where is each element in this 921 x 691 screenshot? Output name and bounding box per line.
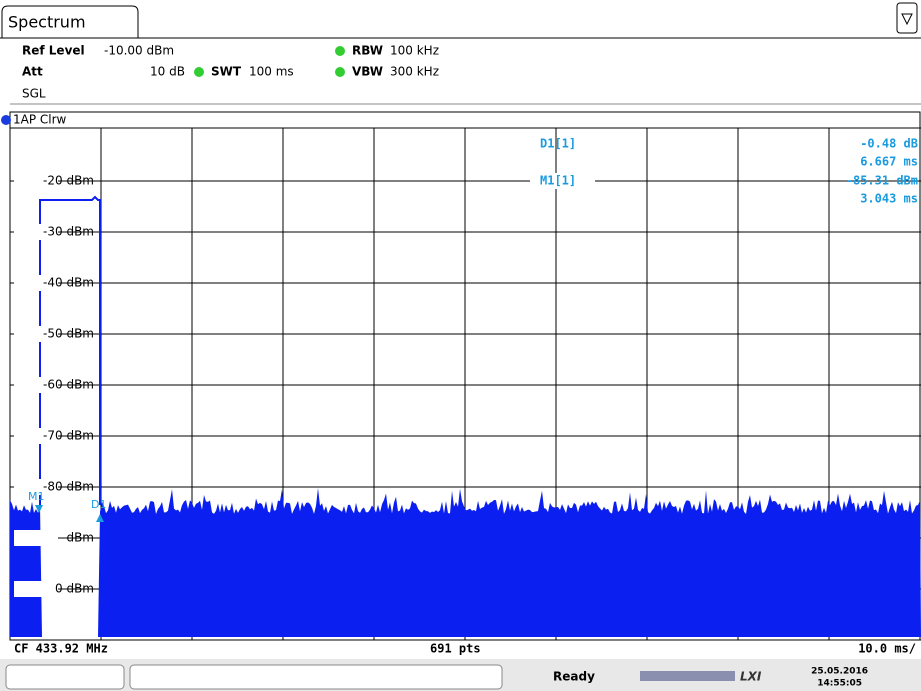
y-label: -60 dBm bbox=[43, 378, 94, 392]
status-dot bbox=[335, 67, 345, 77]
menu-icon bbox=[901, 13, 913, 26]
marker-name: M1[1] bbox=[540, 174, 576, 188]
progress-bar bbox=[640, 671, 735, 681]
pulse-trace bbox=[39, 195, 101, 505]
label-bg bbox=[14, 224, 58, 240]
time: 14:55:05 bbox=[817, 679, 862, 689]
center-freq: CF 433.92 MHz bbox=[14, 642, 108, 656]
trace-dot bbox=[1, 115, 11, 125]
swt: 100 ms bbox=[249, 65, 294, 79]
mode: SGL bbox=[22, 87, 46, 101]
marker-level: -85.31 dBm bbox=[846, 174, 918, 188]
y-label: dBm bbox=[66, 531, 94, 545]
marker-tag: M1 bbox=[28, 490, 45, 503]
label-bg bbox=[14, 377, 58, 393]
trace-label: 1AP Clrw bbox=[13, 113, 67, 127]
points: 691 pts bbox=[430, 642, 481, 656]
y-label: 0 dBm bbox=[55, 582, 94, 596]
label-bg bbox=[14, 530, 58, 546]
swt-label: SWT bbox=[211, 65, 242, 79]
rbw-label: RBW bbox=[352, 44, 383, 58]
date: 25.05.2016 bbox=[811, 667, 868, 677]
y-label: -70 dBm bbox=[43, 429, 94, 443]
marker-time: 3.043 ms bbox=[860, 192, 918, 206]
marker-level: -0.48 dB bbox=[860, 137, 918, 151]
noise-trace bbox=[10, 488, 921, 637]
input-field[interactable] bbox=[129, 664, 503, 690]
brand: LXI bbox=[740, 670, 762, 684]
y-label: -20 dBm bbox=[43, 174, 94, 188]
tab-title[interactable]: Spectrum bbox=[8, 13, 86, 32]
y-label: -80 dBm bbox=[43, 480, 94, 494]
status-dot bbox=[194, 67, 204, 77]
label-bg bbox=[14, 275, 58, 291]
marker-bg bbox=[530, 173, 595, 189]
status-dot bbox=[335, 46, 345, 56]
span: 10.0 ms/ bbox=[858, 642, 916, 656]
y-label: -50 dBm bbox=[43, 327, 94, 341]
label-bg bbox=[14, 326, 58, 342]
marker-tag: D1 bbox=[91, 498, 106, 511]
label-bg bbox=[14, 173, 58, 189]
status-state: Ready bbox=[553, 670, 595, 684]
att-label: Att bbox=[22, 65, 43, 79]
y-label: -30 dBm bbox=[43, 225, 94, 239]
menu-button[interactable] bbox=[896, 2, 918, 34]
marker-time: 6.667 ms bbox=[860, 155, 918, 169]
tab[interactable] bbox=[1, 5, 139, 38]
rbw: 100 kHz bbox=[390, 44, 439, 58]
marker-name: D1[1] bbox=[540, 137, 576, 151]
input-field[interactable] bbox=[5, 664, 125, 690]
label-bg bbox=[14, 428, 58, 444]
ref-level: -10.00 dBm bbox=[104, 44, 174, 58]
label-bg bbox=[14, 479, 58, 495]
ref-level-label: Ref Level bbox=[22, 44, 85, 58]
att: 10 dB bbox=[150, 65, 185, 79]
label-bg bbox=[14, 581, 58, 597]
marker-triangle bbox=[96, 514, 104, 522]
marker-triangle bbox=[35, 505, 43, 513]
y-label: -40 dBm bbox=[43, 276, 94, 290]
vbw-label: VBW bbox=[352, 65, 383, 79]
vbw: 300 kHz bbox=[390, 65, 439, 79]
